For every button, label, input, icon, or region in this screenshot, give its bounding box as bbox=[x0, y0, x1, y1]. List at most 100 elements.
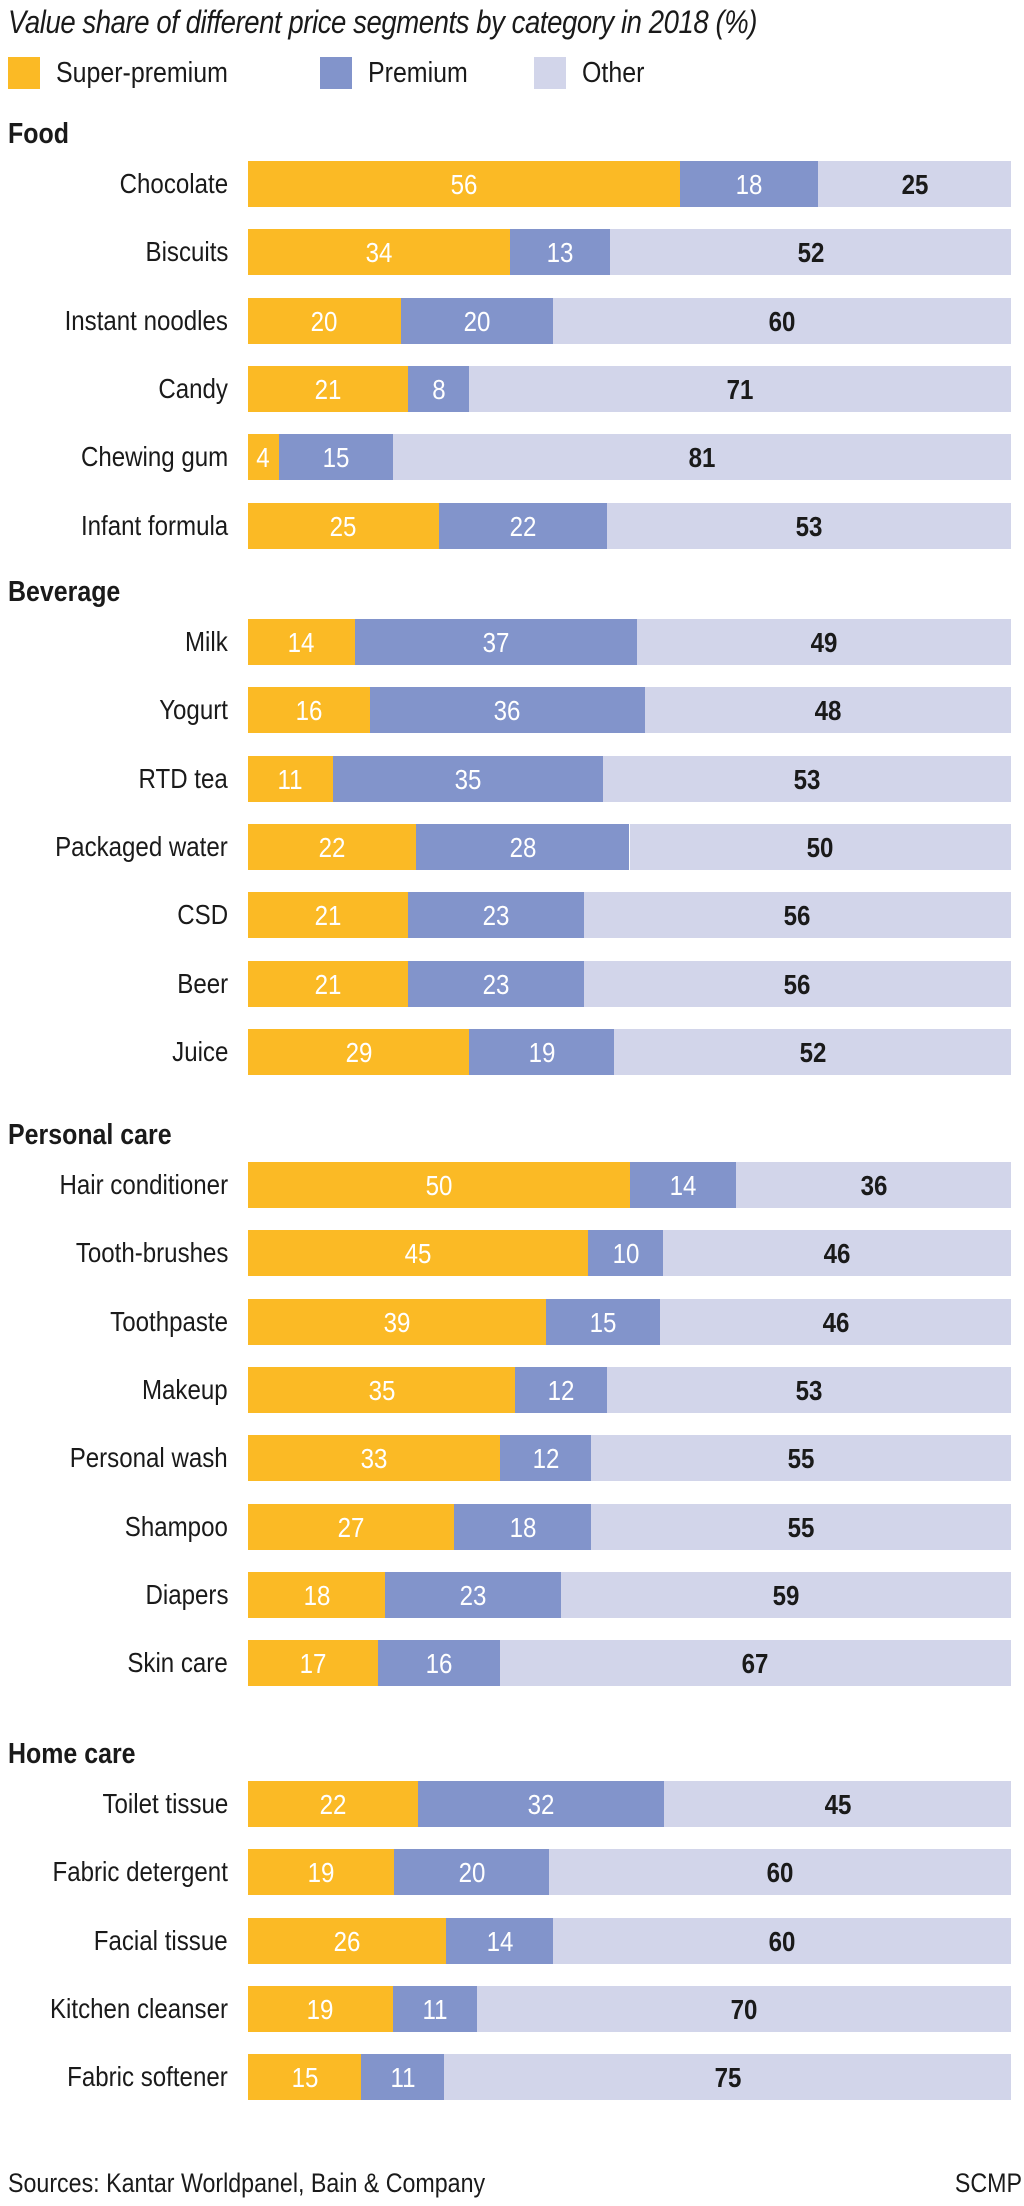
bar-hair-conditioner: 50 14 36 bbox=[248, 1162, 1011, 1208]
bar-segment-super-premium bbox=[248, 1640, 378, 1687]
bar-segment-premium bbox=[515, 1366, 607, 1413]
bar-segment-super-premium bbox=[248, 2054, 362, 2101]
bar-segment-other bbox=[583, 892, 1011, 939]
data-label-premium: 12 bbox=[547, 1374, 575, 1406]
bar-segment-other bbox=[606, 1366, 1011, 1413]
data-label-super-premium: 21 bbox=[314, 373, 342, 405]
data-label-other: 53 bbox=[795, 1374, 823, 1406]
bar-segment-premium bbox=[332, 755, 603, 802]
bar-milk: 14 37 49 bbox=[248, 619, 1011, 665]
bar-csd: 21 23 56 bbox=[248, 892, 1011, 939]
data-label-super-premium: 50 bbox=[425, 1170, 453, 1201]
bar-segment-other bbox=[444, 2054, 1011, 2101]
bar-makeup: 35 12 53 bbox=[248, 1366, 1011, 1413]
bar-toothpaste: 39 15 46 bbox=[248, 1298, 1011, 1345]
category-label-toilet-tissue: Toilet tissue bbox=[102, 1788, 228, 1819]
bar-segment-other bbox=[606, 502, 1011, 549]
bar-segment-other bbox=[660, 1298, 1011, 1345]
legend-swatch-other bbox=[534, 57, 566, 89]
data-label-premium: 14 bbox=[486, 1925, 514, 1957]
data-label-premium: 20 bbox=[458, 1857, 485, 1889]
bar-infant-formula: 25 22 53 bbox=[248, 502, 1011, 549]
bar-segment-other bbox=[664, 1781, 1011, 1827]
data-label-premium: 20 bbox=[463, 305, 491, 337]
data-label-super-premium: 20 bbox=[310, 305, 338, 337]
bar-segment-super-premium bbox=[248, 502, 439, 549]
data-label-super-premium: 4 bbox=[256, 442, 270, 474]
bar-segment-other bbox=[583, 960, 1011, 1007]
bar-segment-super-premium bbox=[248, 960, 409, 1007]
data-label-super-premium: 45 bbox=[404, 1238, 432, 1270]
bar-segment-premium bbox=[377, 1640, 500, 1687]
data-label-premium: 23 bbox=[482, 968, 510, 1000]
legend-item-other: Other bbox=[534, 56, 655, 90]
bar-segment-premium bbox=[354, 619, 638, 665]
data-label-other: 56 bbox=[783, 900, 811, 932]
bar-candy: 21 8 71 bbox=[248, 365, 1011, 412]
bar-segment-premium bbox=[499, 1435, 592, 1482]
data-label-other: 52 bbox=[797, 237, 825, 269]
data-label-super-premium: 22 bbox=[319, 1789, 347, 1820]
data-label-premium: 16 bbox=[425, 1648, 453, 1680]
data-label-premium: 11 bbox=[390, 2062, 416, 2094]
data-label-other: 36 bbox=[860, 1170, 888, 1201]
category-label-hair-conditioner: Hair conditioner bbox=[59, 1169, 228, 1200]
category-label-shampoo: Shampoo bbox=[124, 1510, 228, 1542]
data-label-super-premium: 18 bbox=[303, 1579, 331, 1611]
bar-chocolate: 56 18 25 bbox=[248, 161, 1011, 207]
data-label-other: 60 bbox=[768, 305, 796, 337]
bar-segment-other bbox=[602, 755, 1011, 802]
bar-segment-premium bbox=[679, 161, 819, 207]
bar-segment-premium bbox=[417, 1781, 665, 1827]
data-label-premium: 32 bbox=[527, 1789, 555, 1820]
category-label-makeup: Makeup bbox=[142, 1373, 228, 1405]
category-label-skin-care: Skin care bbox=[127, 1647, 228, 1679]
data-label-premium: 37 bbox=[482, 627, 510, 658]
bar-segment-super-premium bbox=[248, 1435, 500, 1482]
bar-segment-super-premium bbox=[248, 1849, 395, 1896]
bar-segment-other bbox=[553, 297, 1011, 344]
bar-segment-premium bbox=[469, 1028, 615, 1075]
bar-segment-super-premium bbox=[248, 365, 409, 412]
bar-segment-super-premium bbox=[248, 1230, 588, 1277]
bar-segment-super-premium bbox=[248, 434, 279, 481]
category-label-juice: Juice bbox=[171, 1035, 228, 1067]
data-label-super-premium: 16 bbox=[295, 695, 323, 727]
bar-segment-other bbox=[610, 229, 1011, 276]
bar-segment-other bbox=[818, 161, 1011, 207]
data-label-super-premium: 26 bbox=[333, 1925, 361, 1957]
data-label-premium: 19 bbox=[528, 1036, 556, 1068]
category-label-personal-wash: Personal wash bbox=[70, 1442, 228, 1474]
bar-segment-other bbox=[644, 687, 1011, 734]
data-label-super-premium: 39 bbox=[383, 1306, 411, 1338]
bar-segment-other bbox=[469, 365, 1011, 412]
bar-segment-other bbox=[548, 1849, 1011, 1896]
bar-segment-premium bbox=[587, 1230, 664, 1277]
data-label-premium: 36 bbox=[494, 695, 521, 727]
data-label-premium: 15 bbox=[322, 442, 350, 474]
data-label-premium: 12 bbox=[532, 1443, 559, 1475]
bar-segment-premium bbox=[454, 1503, 592, 1550]
data-label-super-premium: 35 bbox=[368, 1374, 395, 1406]
bar-toilet-tissue: 22 32 45 bbox=[248, 1781, 1011, 1827]
bar-segment-other bbox=[629, 823, 1011, 870]
bar-fabric-detergent: 19 20 60 bbox=[248, 1849, 1011, 1896]
bar-biscuits: 34 13 52 bbox=[248, 229, 1011, 276]
category-label-tooth-brushes: Tooth-brushes bbox=[75, 1237, 228, 1269]
bar-segment-premium bbox=[400, 297, 554, 344]
bar-segment-super-premium bbox=[248, 1503, 454, 1550]
data-label-super-premium: 29 bbox=[345, 1036, 373, 1068]
bar-facial-tissue: 26 14 60 bbox=[248, 1917, 1011, 1964]
bar-beer: 21 23 56 bbox=[248, 960, 1011, 1007]
bar-segment-super-premium bbox=[248, 755, 333, 802]
legend-swatch-premium bbox=[320, 57, 352, 89]
bar-segment-premium bbox=[629, 1162, 737, 1208]
bar-segment-other bbox=[591, 1435, 1011, 1482]
data-label-premium: 22 bbox=[509, 510, 537, 542]
data-label-other: 67 bbox=[741, 1648, 769, 1680]
bar-segment-super-premium bbox=[248, 1985, 393, 2032]
data-label-other: 48 bbox=[814, 695, 842, 727]
data-label-premium: 23 bbox=[482, 900, 510, 932]
data-label-other: 50 bbox=[806, 831, 834, 863]
bar-segment-super-premium bbox=[248, 619, 355, 665]
